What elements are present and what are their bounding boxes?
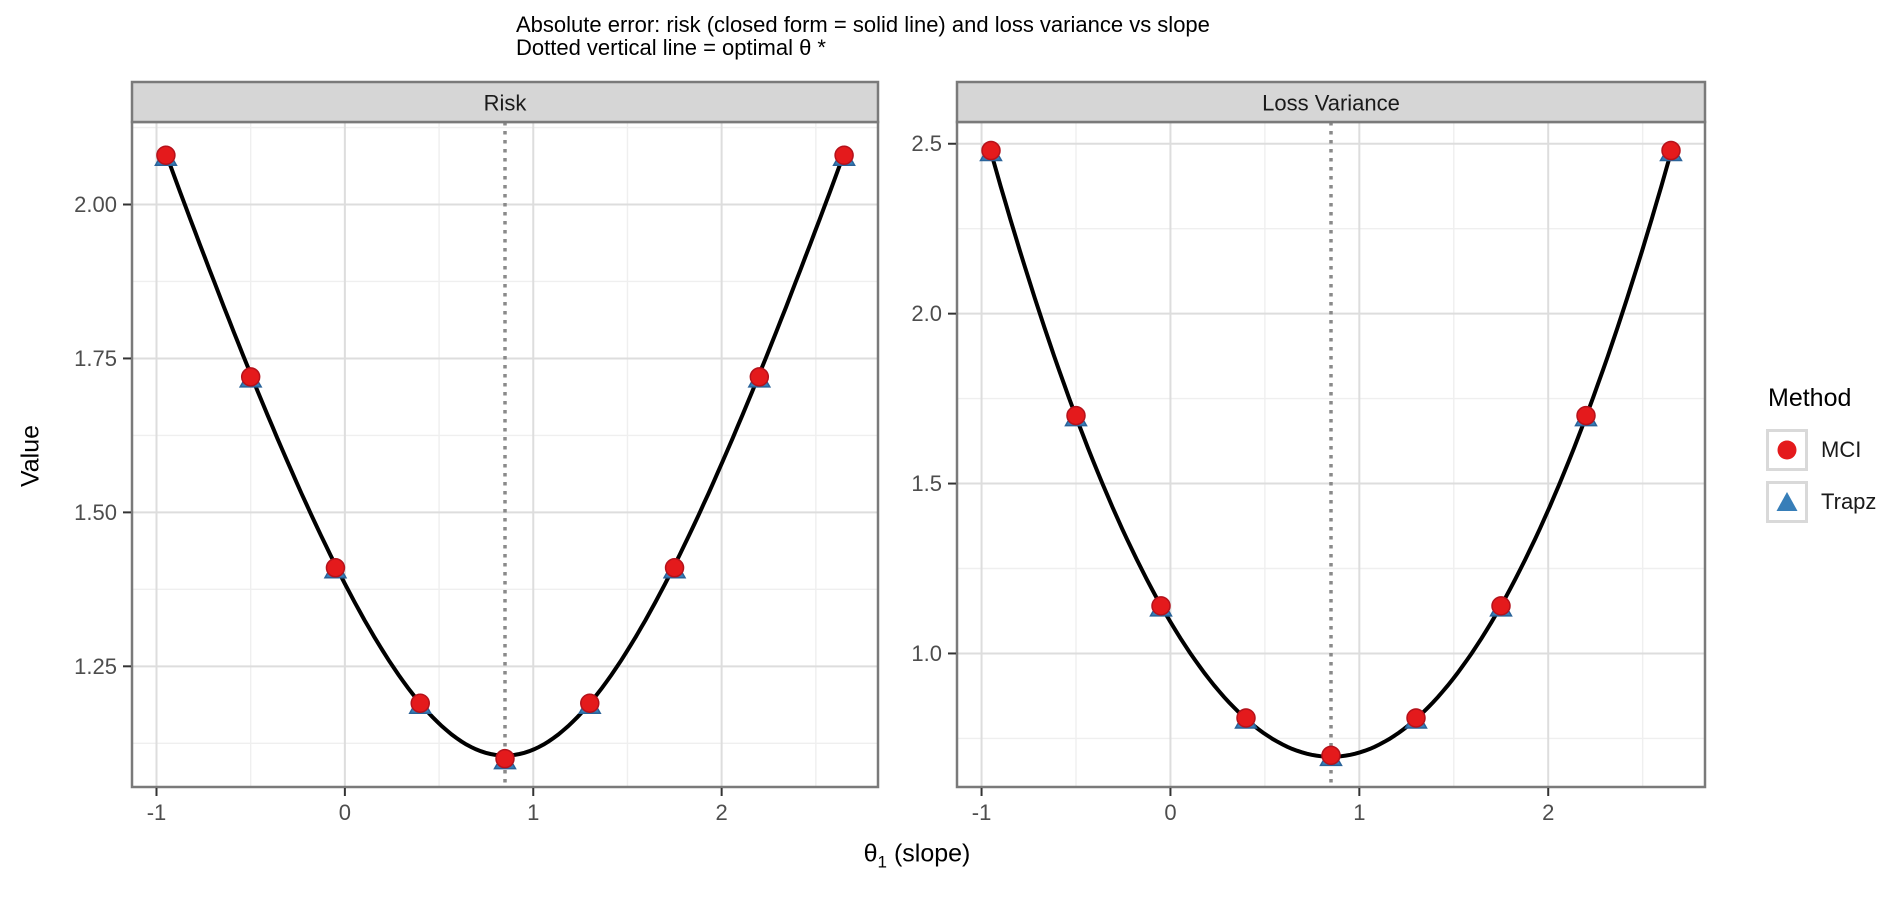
y-tick-label: 1.0 xyxy=(911,641,942,666)
plot-title: Absolute error: risk (closed form = soli… xyxy=(516,13,1210,59)
x-tick-label: -1 xyxy=(972,800,992,825)
mci-point xyxy=(834,145,854,165)
mci-point xyxy=(1576,405,1596,426)
x-tick-label: 2 xyxy=(716,800,728,825)
panel-risk: Risk -1 0 1 2 1.25 1.50 1.75 2.00 xyxy=(74,80,880,825)
y-tick-label: 1.25 xyxy=(74,654,117,679)
mci-point xyxy=(1066,405,1086,426)
legend-title: Method xyxy=(1768,384,1852,412)
x-tick-label: 0 xyxy=(339,800,351,825)
legend: Method MCI Trapz xyxy=(1766,384,1876,533)
x-tick-label: 1 xyxy=(527,800,539,825)
legend-key-mci xyxy=(1766,429,1808,471)
mci-point xyxy=(749,367,770,387)
x-tick-label: 0 xyxy=(1164,800,1176,825)
mci-point xyxy=(240,367,261,387)
y-axis-title: Value xyxy=(16,424,45,488)
x-axis-theta-subscript: 1 xyxy=(877,852,887,872)
legend-label-mci: MCI xyxy=(1821,437,1862,462)
mci-point xyxy=(1491,596,1511,616)
mci-point xyxy=(1321,745,1341,766)
mci-point xyxy=(1151,596,1171,616)
mci-point xyxy=(1236,708,1256,728)
x-axis-title-suffix: (slope) xyxy=(887,839,971,868)
triangle-icon xyxy=(1776,492,1798,511)
facet-strip xyxy=(955,80,1707,124)
legend-label-trapz: Trapz xyxy=(1821,489,1877,514)
facet-strip-label: Loss Variance xyxy=(1262,91,1400,116)
mci-point xyxy=(580,693,600,714)
x-axis-theta-symbol: θ xyxy=(863,839,878,868)
x-axis-title: θ1 (slope) xyxy=(864,840,971,873)
y-tick-label: 2.0 xyxy=(911,301,942,326)
x-tick-label: 1 xyxy=(1353,800,1365,825)
y-tick-label: 1.50 xyxy=(74,500,117,525)
y-tick-label: 2.5 xyxy=(911,131,942,156)
mci-point xyxy=(981,140,1001,161)
y-tick-label: 1.5 xyxy=(911,471,942,496)
x-tick-label: -1 xyxy=(147,800,167,825)
circle-icon xyxy=(1777,440,1797,460)
x-tick-label: 2 xyxy=(1542,800,1554,825)
legend-item-mci: MCI xyxy=(1766,429,1876,471)
y-tick-label: 2.00 xyxy=(74,192,117,217)
facet-strip-label: Risk xyxy=(484,91,528,116)
mci-point xyxy=(664,558,685,578)
plot-title-line1: Absolute error: risk (closed form = soli… xyxy=(516,12,1210,37)
plot-title-line2: Dotted vertical line = optimal θ * xyxy=(516,35,826,60)
mci-point xyxy=(1406,708,1426,728)
facet-strip xyxy=(130,80,880,124)
mci-point xyxy=(156,145,176,165)
mci-point xyxy=(495,748,515,769)
legend-key-trapz xyxy=(1766,481,1808,523)
mci-point xyxy=(1661,140,1681,161)
legend-item-trapz: Trapz xyxy=(1766,481,1876,523)
panel-loss-variance: Loss Variance -1 0 1 2 1.0 1.5 2.0 2.5 xyxy=(911,80,1707,825)
y-tick-label: 1.75 xyxy=(74,346,117,371)
mci-point xyxy=(325,558,346,578)
mci-point xyxy=(410,693,430,714)
